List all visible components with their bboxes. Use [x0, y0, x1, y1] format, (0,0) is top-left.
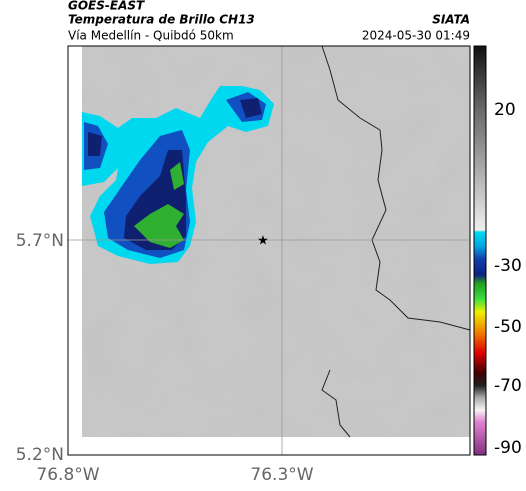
lat-tick-label: 5.7°N: [16, 231, 64, 251]
datetime: 2024-05-30 01:49: [362, 29, 470, 43]
lon-tick-label: 76.8°W: [36, 465, 99, 485]
border-line: [321, 45, 471, 331]
subtitle: Temperatura de Brillo CH13: [68, 13, 255, 27]
colorbar-tick-label: -30: [494, 256, 522, 276]
colorbar-gradient: [473, 45, 487, 456]
title: GOES-EAST: [68, 0, 145, 13]
colorbar-tick-label: -90: [494, 438, 522, 458]
lat-tick-label: 5.2°N: [16, 445, 64, 465]
colorbar-tick-label: -50: [494, 317, 522, 337]
location-marker: ★: [257, 234, 269, 249]
map-frame: [67, 45, 471, 456]
colorbar-tick-label: -70: [494, 376, 522, 396]
map-area: ★: [67, 45, 471, 456]
lon-tick-label: 76.3°W: [250, 465, 313, 485]
colorbar: 20 -30 -50 -70 -90: [473, 45, 522, 458]
border-line: [321, 369, 351, 438]
colorbar-tick-label: 20: [494, 100, 516, 120]
cloud-green: [134, 162, 184, 248]
region: Vía Medellín - Quibdó 50km: [68, 29, 234, 43]
source: SIATA: [432, 13, 470, 27]
